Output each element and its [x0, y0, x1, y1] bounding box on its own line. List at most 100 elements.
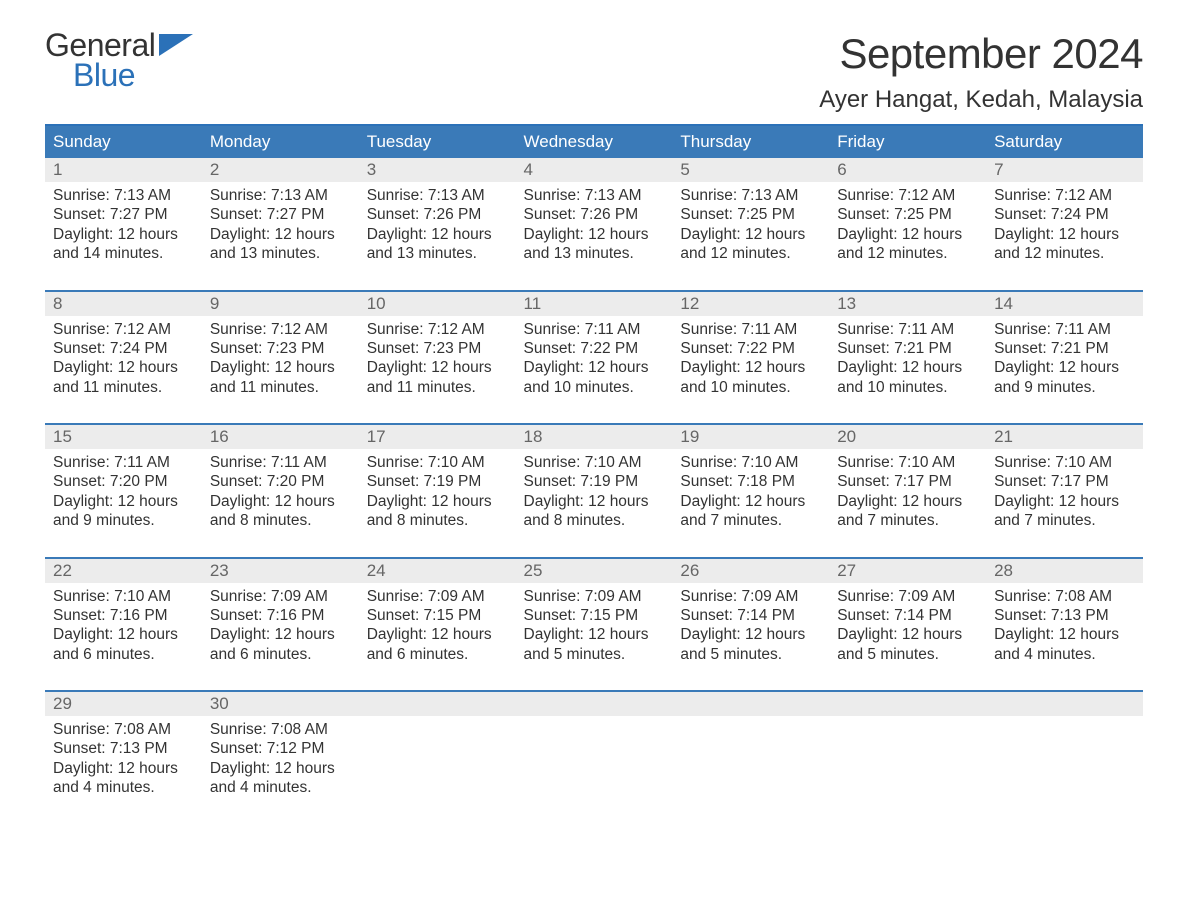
- daylight-line1: Daylight: 12 hours: [367, 225, 508, 244]
- sunset: Sunset: 7:13 PM: [994, 606, 1135, 625]
- day-header: Saturday: [986, 125, 1143, 158]
- sunset: Sunset: 7:20 PM: [53, 472, 194, 491]
- day-cell: Sunrise: 7:11 AMSunset: 7:21 PMDaylight:…: [829, 316, 986, 425]
- daylight-line2: and 5 minutes.: [837, 645, 978, 664]
- content-row: Sunrise: 7:08 AMSunset: 7:13 PMDaylight:…: [45, 716, 1143, 824]
- sunset: Sunset: 7:22 PM: [524, 339, 665, 358]
- daylight-line1: Daylight: 12 hours: [994, 492, 1135, 511]
- day-number: 2: [202, 158, 359, 182]
- day-number: 26: [672, 558, 829, 583]
- daylight-line2: and 10 minutes.: [680, 378, 821, 397]
- sunrise: Sunrise: 7:11 AM: [210, 453, 351, 472]
- day-number: 6: [829, 158, 986, 182]
- sunset: Sunset: 7:27 PM: [53, 205, 194, 224]
- sunrise: Sunrise: 7:12 AM: [994, 186, 1135, 205]
- day-header: Thursday: [672, 125, 829, 158]
- sunset: Sunset: 7:20 PM: [210, 472, 351, 491]
- day-number: 8: [45, 291, 202, 316]
- day-number: 16: [202, 424, 359, 449]
- sunset: Sunset: 7:23 PM: [367, 339, 508, 358]
- location: Ayer Hangat, Kedah, Malaysia: [819, 86, 1143, 114]
- sunrise: Sunrise: 7:09 AM: [837, 587, 978, 606]
- sunset: Sunset: 7:16 PM: [53, 606, 194, 625]
- day-header: Monday: [202, 125, 359, 158]
- day-cell: Sunrise: 7:08 AMSunset: 7:13 PMDaylight:…: [986, 583, 1143, 692]
- daylight-line2: and 13 minutes.: [524, 244, 665, 263]
- day-number: [516, 691, 673, 716]
- day-number: 27: [829, 558, 986, 583]
- daynum-row: 1234567: [45, 158, 1143, 182]
- content-row: Sunrise: 7:10 AMSunset: 7:16 PMDaylight:…: [45, 583, 1143, 692]
- sunrise: Sunrise: 7:10 AM: [367, 453, 508, 472]
- day-cell: [672, 716, 829, 824]
- daylight-line2: and 4 minutes.: [994, 645, 1135, 664]
- day-number: 28: [986, 558, 1143, 583]
- day-number: 21: [986, 424, 1143, 449]
- day-cell: Sunrise: 7:11 AMSunset: 7:22 PMDaylight:…: [672, 316, 829, 425]
- daylight-line1: Daylight: 12 hours: [524, 625, 665, 644]
- day-number: 11: [516, 291, 673, 316]
- calendar-table: Sunday Monday Tuesday Wednesday Thursday…: [45, 124, 1143, 824]
- daylight-line2: and 11 minutes.: [53, 378, 194, 397]
- daylight-line2: and 12 minutes.: [994, 244, 1135, 263]
- daylight-line2: and 10 minutes.: [837, 378, 978, 397]
- day-number: 3: [359, 158, 516, 182]
- day-cell: Sunrise: 7:09 AMSunset: 7:16 PMDaylight:…: [202, 583, 359, 692]
- day-cell: Sunrise: 7:09 AMSunset: 7:14 PMDaylight:…: [672, 583, 829, 692]
- daylight-line1: Daylight: 12 hours: [680, 225, 821, 244]
- day-cell: Sunrise: 7:11 AMSunset: 7:20 PMDaylight:…: [202, 449, 359, 558]
- content-row: Sunrise: 7:12 AMSunset: 7:24 PMDaylight:…: [45, 316, 1143, 425]
- day-number: 24: [359, 558, 516, 583]
- daylight-line2: and 11 minutes.: [210, 378, 351, 397]
- daylight-line1: Daylight: 12 hours: [680, 492, 821, 511]
- day-cell: Sunrise: 7:10 AMSunset: 7:19 PMDaylight:…: [359, 449, 516, 558]
- day-number: 13: [829, 291, 986, 316]
- sunset: Sunset: 7:17 PM: [994, 472, 1135, 491]
- day-cell: Sunrise: 7:12 AMSunset: 7:24 PMDaylight:…: [45, 316, 202, 425]
- daylight-line1: Daylight: 12 hours: [53, 492, 194, 511]
- daylight-line2: and 6 minutes.: [367, 645, 508, 664]
- sunset: Sunset: 7:21 PM: [837, 339, 978, 358]
- daylight-line2: and 5 minutes.: [680, 645, 821, 664]
- sunset: Sunset: 7:27 PM: [210, 205, 351, 224]
- daylight-line2: and 9 minutes.: [53, 511, 194, 530]
- sunset: Sunset: 7:26 PM: [524, 205, 665, 224]
- daylight-line1: Daylight: 12 hours: [367, 625, 508, 644]
- day-cell: [829, 716, 986, 824]
- day-cell: Sunrise: 7:12 AMSunset: 7:25 PMDaylight:…: [829, 182, 986, 291]
- sunrise: Sunrise: 7:13 AM: [210, 186, 351, 205]
- day-header-row: Sunday Monday Tuesday Wednesday Thursday…: [45, 125, 1143, 158]
- daylight-line1: Daylight: 12 hours: [680, 625, 821, 644]
- daylight-line2: and 4 minutes.: [210, 778, 351, 797]
- daylight-line2: and 8 minutes.: [210, 511, 351, 530]
- daylight-line2: and 7 minutes.: [680, 511, 821, 530]
- daylight-line2: and 11 minutes.: [367, 378, 508, 397]
- sunrise: Sunrise: 7:11 AM: [524, 320, 665, 339]
- day-cell: Sunrise: 7:13 AMSunset: 7:25 PMDaylight:…: [672, 182, 829, 291]
- day-number: 9: [202, 291, 359, 316]
- day-number: 17: [359, 424, 516, 449]
- day-number: [829, 691, 986, 716]
- sunset: Sunset: 7:16 PM: [210, 606, 351, 625]
- sunrise: Sunrise: 7:11 AM: [53, 453, 194, 472]
- day-number: [359, 691, 516, 716]
- sunrise: Sunrise: 7:10 AM: [680, 453, 821, 472]
- day-number: 29: [45, 691, 202, 716]
- sunset: Sunset: 7:14 PM: [680, 606, 821, 625]
- day-number: [986, 691, 1143, 716]
- daylight-line1: Daylight: 12 hours: [53, 358, 194, 377]
- day-number: 18: [516, 424, 673, 449]
- daylight-line1: Daylight: 12 hours: [210, 358, 351, 377]
- day-number: 10: [359, 291, 516, 316]
- sunset: Sunset: 7:18 PM: [680, 472, 821, 491]
- day-cell: Sunrise: 7:13 AMSunset: 7:27 PMDaylight:…: [45, 182, 202, 291]
- daynum-row: 891011121314: [45, 291, 1143, 316]
- daylight-line2: and 12 minutes.: [837, 244, 978, 263]
- daylight-line2: and 12 minutes.: [680, 244, 821, 263]
- daylight-line2: and 6 minutes.: [53, 645, 194, 664]
- day-cell: Sunrise: 7:08 AMSunset: 7:12 PMDaylight:…: [202, 716, 359, 824]
- daylight-line1: Daylight: 12 hours: [53, 759, 194, 778]
- sunset: Sunset: 7:25 PM: [680, 205, 821, 224]
- sunset: Sunset: 7:24 PM: [53, 339, 194, 358]
- sunrise: Sunrise: 7:12 AM: [837, 186, 978, 205]
